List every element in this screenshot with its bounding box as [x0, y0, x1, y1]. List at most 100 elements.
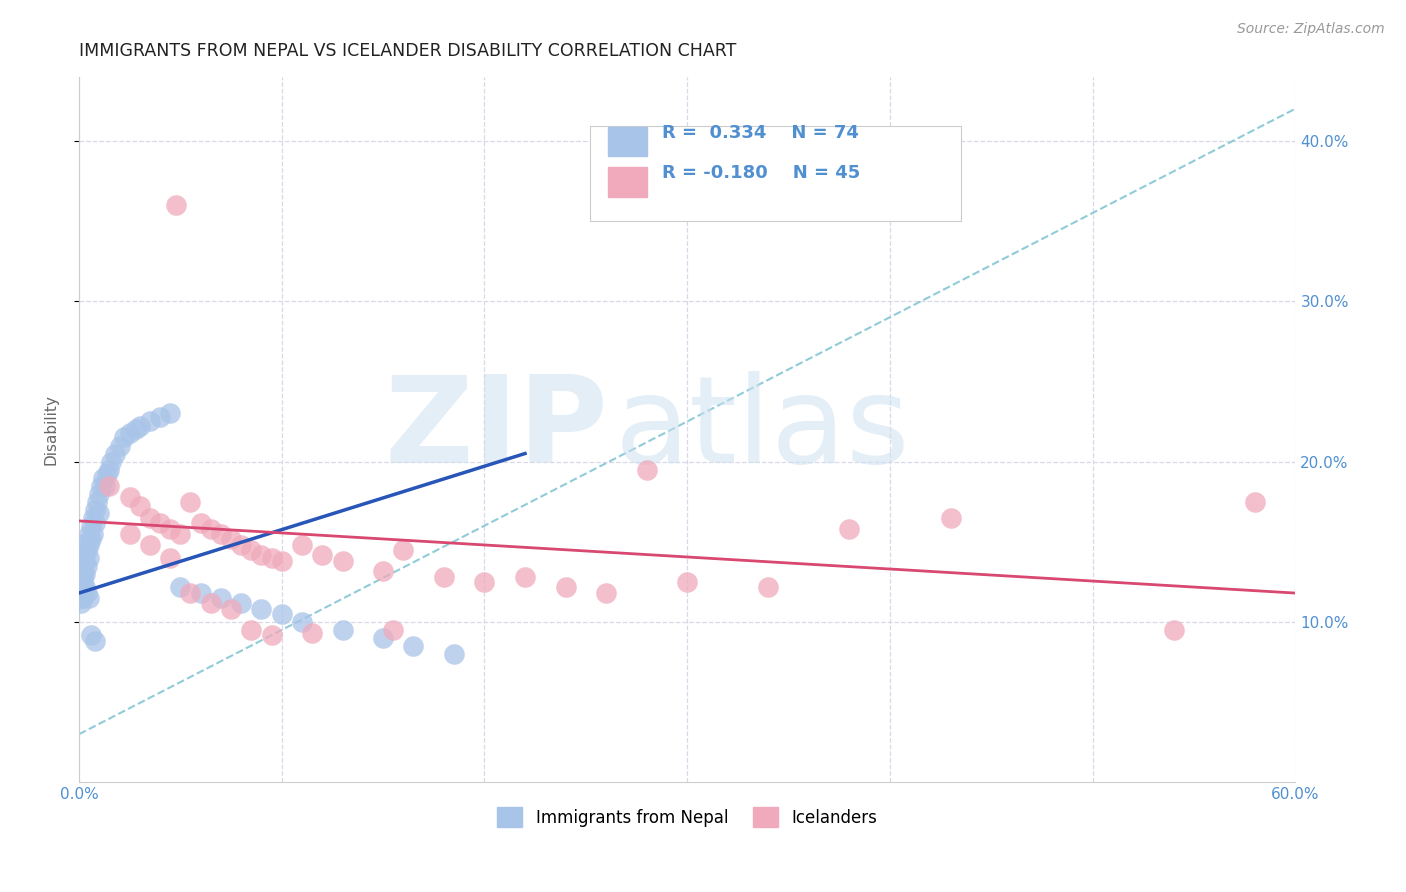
- Text: R = -0.180    N = 45: R = -0.180 N = 45: [662, 164, 860, 182]
- Point: [77, 550, 100, 565]
- Point: [179, 494, 201, 508]
- Point: [159, 406, 181, 420]
- Point: [382, 623, 405, 637]
- Point: [392, 542, 415, 557]
- Text: R =  0.334    N = 74: R = 0.334 N = 74: [662, 124, 859, 142]
- Y-axis label: Disability: Disability: [44, 394, 58, 465]
- Point: [70, 586, 93, 600]
- Text: IMMIGRANTS FROM NEPAL VS ICELANDER DISABILITY CORRELATION CHART: IMMIGRANTS FROM NEPAL VS ICELANDER DISAB…: [79, 42, 737, 60]
- Point: [165, 198, 187, 212]
- Point: [96, 467, 118, 482]
- Point: [554, 580, 576, 594]
- Point: [89, 506, 111, 520]
- Point: [636, 462, 658, 476]
- Point: [98, 478, 121, 492]
- Point: [118, 490, 141, 504]
- Point: [260, 628, 283, 642]
- Point: [72, 570, 94, 584]
- Point: [70, 596, 93, 610]
- Point: [72, 582, 94, 597]
- Point: [128, 419, 150, 434]
- Point: [69, 586, 91, 600]
- Point: [90, 478, 112, 492]
- Legend: Immigrants from Nepal, Icelanders: Immigrants from Nepal, Icelanders: [491, 800, 884, 834]
- Point: [73, 542, 96, 557]
- Point: [513, 570, 536, 584]
- Point: [69, 574, 91, 589]
- Point: [260, 550, 283, 565]
- Bar: [609, 167, 647, 196]
- Point: [169, 580, 191, 594]
- Point: [80, 532, 103, 546]
- Point: [70, 564, 93, 578]
- Point: [69, 570, 91, 584]
- Point: [77, 526, 100, 541]
- Point: [756, 580, 779, 594]
- Point: [443, 647, 465, 661]
- Point: [1244, 494, 1267, 508]
- Point: [72, 566, 94, 581]
- Point: [301, 626, 323, 640]
- Point: [69, 591, 91, 605]
- Point: [125, 422, 148, 436]
- Point: [159, 522, 181, 536]
- Point: [231, 538, 253, 552]
- Point: [70, 576, 93, 591]
- Point: [159, 550, 181, 565]
- Point: [291, 615, 314, 629]
- Point: [250, 602, 273, 616]
- Point: [939, 510, 962, 524]
- Point: [80, 518, 103, 533]
- Point: [1163, 623, 1185, 637]
- Point: [190, 586, 212, 600]
- Point: [112, 430, 135, 444]
- Point: [73, 566, 96, 581]
- Point: [86, 494, 108, 508]
- Point: [70, 574, 93, 589]
- Point: [291, 538, 314, 552]
- Point: [371, 564, 394, 578]
- Point: [69, 580, 91, 594]
- Point: [94, 478, 117, 492]
- Point: [250, 548, 273, 562]
- Point: [149, 409, 172, 424]
- Point: [474, 574, 496, 589]
- Point: [100, 454, 122, 468]
- Point: [72, 574, 94, 589]
- Point: [332, 554, 354, 568]
- Point: [231, 596, 253, 610]
- Point: [169, 526, 191, 541]
- Point: [209, 591, 232, 605]
- Point: [332, 623, 354, 637]
- Point: [595, 586, 617, 600]
- Point: [89, 486, 111, 500]
- Bar: [609, 127, 647, 156]
- Point: [73, 580, 96, 594]
- Point: [118, 526, 141, 541]
- Point: [104, 446, 127, 460]
- Point: [118, 425, 141, 440]
- Point: [84, 502, 107, 516]
- Point: [76, 558, 98, 573]
- Point: [128, 500, 150, 514]
- Point: [82, 510, 104, 524]
- Point: [270, 554, 292, 568]
- Point: [84, 516, 107, 530]
- Point: [179, 586, 201, 600]
- Point: [82, 526, 104, 541]
- Point: [433, 570, 456, 584]
- Point: [190, 516, 212, 530]
- Point: [270, 607, 292, 621]
- Point: [200, 596, 222, 610]
- Point: [76, 586, 98, 600]
- Point: [219, 602, 242, 616]
- Point: [139, 538, 162, 552]
- Point: [108, 438, 131, 452]
- Point: [402, 639, 425, 653]
- Point: [219, 532, 242, 546]
- Point: [70, 566, 93, 581]
- FancyBboxPatch shape: [591, 126, 960, 221]
- Point: [149, 516, 172, 530]
- Point: [69, 582, 91, 597]
- Point: [240, 623, 263, 637]
